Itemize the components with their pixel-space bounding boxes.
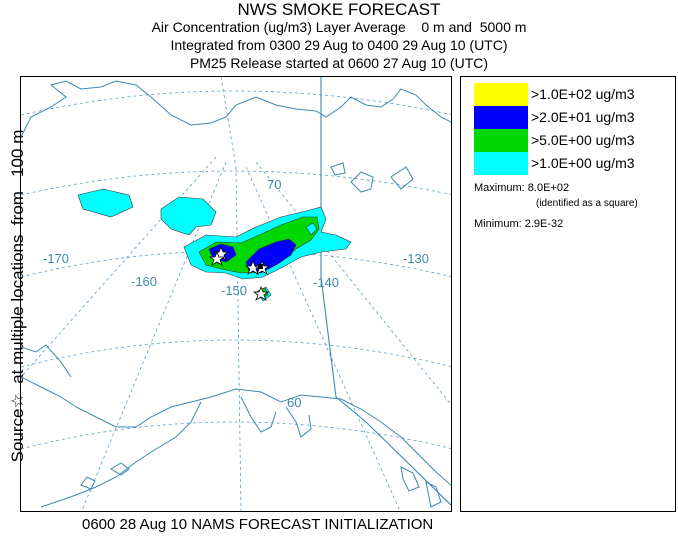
minimum-value: Minimum: 2.9E-32	[474, 218, 564, 230]
smoke-cyan-west	[77, 188, 134, 218]
longitude-grid	[21, 77, 451, 511]
legend-label-3: >5.0E+00 ug/m3	[531, 132, 635, 148]
legend-swatch-yellow	[474, 83, 528, 106]
legend-label-2: >2.0E+01 ug/m3	[531, 109, 635, 125]
forecast-initialization: 0600 28 Aug 10 NAMS FORECAST INITIALIZAT…	[82, 516, 434, 533]
legend-panel: >1.0E+02 ug/m3 >2.0E+01 ug/m3 >5.0E+00 u…	[460, 76, 676, 512]
concentration-subtitle: Air Concentration (ug/m3) Layer Average …	[151, 19, 527, 35]
release-start: PM25 Release started at 0600 27 Aug 10 (…	[189, 55, 489, 71]
smoke-cyan-north	[160, 196, 217, 236]
legend-label-1: >1.0E+02 ug/m3	[531, 86, 635, 102]
map-canvas: 70 60 -170 -160 -150 -140 -130	[21, 77, 451, 511]
legend-swatch-cyan	[474, 152, 528, 175]
smoke-map: 70 60 -170 -160 -150 -140 -130	[20, 76, 452, 512]
legend-swatch-green	[474, 129, 528, 152]
maximum-value: Maximum: 8.0E+02	[474, 182, 570, 194]
maximum-square	[258, 264, 263, 269]
coastline	[21, 80, 451, 508]
boundary-line	[320, 77, 451, 506]
legend-label-4: >1.0E+00 ug/m3	[531, 155, 635, 171]
lon-label-m130: -130	[403, 251, 429, 266]
forecast-title: NWS SMOKE FORECAST	[237, 0, 441, 19]
latitude-grid	[21, 90, 451, 450]
smoke-cyan-hole	[305, 222, 318, 236]
lon-label-m160: -160	[131, 274, 157, 289]
lon-label-m150: -150	[221, 283, 247, 298]
legend-swatch-blue	[474, 106, 528, 129]
smoke-plume	[77, 188, 352, 302]
integration-period: Integrated from 0300 29 Aug to 0400 29 A…	[170, 37, 508, 53]
source-star-5	[252, 285, 270, 301]
lon-label-m170: -170	[43, 251, 69, 266]
source-star-2	[208, 250, 226, 266]
lat-label-60: 60	[287, 395, 301, 410]
maximum-note: (identified as a square)	[536, 198, 638, 209]
lat-label-70: 70	[267, 177, 281, 192]
lon-label-m140: -140	[313, 275, 339, 290]
